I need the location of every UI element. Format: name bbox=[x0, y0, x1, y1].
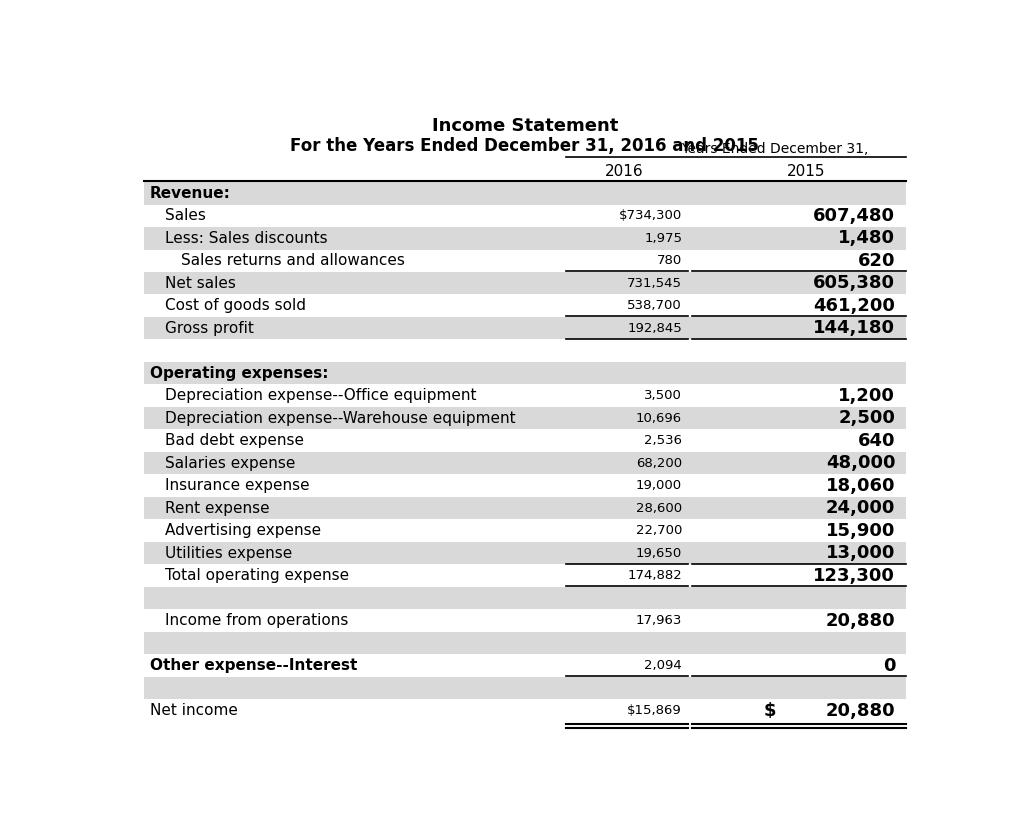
Text: Rent expense: Rent expense bbox=[165, 501, 270, 516]
Text: 174,882: 174,882 bbox=[628, 569, 682, 582]
Text: $15,869: $15,869 bbox=[628, 704, 682, 717]
Bar bbox=[143, 407, 906, 429]
Text: 13,000: 13,000 bbox=[826, 544, 895, 562]
Text: 607,480: 607,480 bbox=[813, 207, 895, 225]
Text: Income Statement: Income Statement bbox=[431, 117, 618, 135]
Text: 3,500: 3,500 bbox=[644, 389, 682, 402]
Text: 2,500: 2,500 bbox=[839, 410, 895, 427]
Bar bbox=[143, 677, 906, 700]
Text: Sales returns and allowances: Sales returns and allowances bbox=[180, 253, 404, 269]
Text: Bad debt expense: Bad debt expense bbox=[165, 433, 304, 448]
Text: 0: 0 bbox=[883, 657, 895, 675]
Bar bbox=[143, 497, 906, 519]
Text: 731,545: 731,545 bbox=[627, 277, 682, 290]
Text: Net sales: Net sales bbox=[165, 276, 237, 291]
Text: 1,200: 1,200 bbox=[839, 386, 895, 405]
Text: 19,650: 19,650 bbox=[636, 546, 682, 559]
Text: 15,900: 15,900 bbox=[826, 522, 895, 540]
Text: 461,200: 461,200 bbox=[813, 297, 895, 315]
Text: 605,380: 605,380 bbox=[813, 274, 895, 293]
Text: Years Ended December 31,: Years Ended December 31, bbox=[681, 142, 868, 156]
Text: Depreciation expense--Warehouse equipment: Depreciation expense--Warehouse equipmen… bbox=[165, 410, 516, 426]
Text: Insurance expense: Insurance expense bbox=[165, 478, 310, 493]
Text: 22,700: 22,700 bbox=[636, 524, 682, 537]
Text: Salaries expense: Salaries expense bbox=[165, 456, 296, 471]
Text: 123,300: 123,300 bbox=[813, 567, 895, 584]
Text: 24,000: 24,000 bbox=[826, 499, 895, 517]
Text: For the Years Ended December 31, 2016 and 2015: For the Years Ended December 31, 2016 an… bbox=[291, 137, 759, 155]
Text: 2015: 2015 bbox=[786, 163, 825, 179]
Text: Gross profit: Gross profit bbox=[165, 321, 254, 335]
Text: Depreciation expense--Office equipment: Depreciation expense--Office equipment bbox=[165, 388, 477, 403]
Text: 28,600: 28,600 bbox=[636, 502, 682, 515]
Bar bbox=[143, 272, 906, 294]
Text: 1,975: 1,975 bbox=[644, 232, 682, 245]
Text: 2016: 2016 bbox=[605, 163, 643, 179]
Text: 10,696: 10,696 bbox=[636, 412, 682, 424]
Text: 48,000: 48,000 bbox=[825, 454, 895, 472]
Text: 1,480: 1,480 bbox=[839, 229, 895, 247]
Bar bbox=[143, 587, 906, 610]
Bar bbox=[143, 542, 906, 564]
Bar bbox=[143, 317, 906, 339]
Text: Cost of goods sold: Cost of goods sold bbox=[165, 298, 306, 313]
Text: Total operating expense: Total operating expense bbox=[165, 568, 349, 583]
Text: Less: Sales discounts: Less: Sales discounts bbox=[165, 231, 328, 246]
Text: 20,880: 20,880 bbox=[825, 611, 895, 630]
Text: 640: 640 bbox=[858, 432, 895, 450]
Text: 17,963: 17,963 bbox=[636, 614, 682, 627]
Bar bbox=[143, 362, 906, 385]
Text: $734,300: $734,300 bbox=[618, 209, 682, 222]
Bar bbox=[143, 182, 906, 204]
Bar bbox=[143, 632, 906, 654]
Text: $: $ bbox=[764, 701, 776, 719]
Text: 2,536: 2,536 bbox=[644, 434, 682, 447]
Text: 192,845: 192,845 bbox=[628, 321, 682, 335]
Text: 538,700: 538,700 bbox=[628, 299, 682, 312]
Text: Revenue:: Revenue: bbox=[150, 185, 230, 201]
Text: Advertising expense: Advertising expense bbox=[165, 523, 322, 538]
Text: Sales: Sales bbox=[165, 208, 206, 223]
Bar bbox=[143, 452, 906, 475]
Text: Income from operations: Income from operations bbox=[165, 613, 348, 628]
Text: 18,060: 18,060 bbox=[825, 476, 895, 494]
Text: Operating expenses:: Operating expenses: bbox=[150, 366, 329, 381]
Bar bbox=[143, 227, 906, 250]
Text: Other expense--Interest: Other expense--Interest bbox=[150, 658, 357, 673]
Text: 19,000: 19,000 bbox=[636, 480, 682, 492]
Text: 144,180: 144,180 bbox=[813, 319, 895, 337]
Text: 2,094: 2,094 bbox=[644, 659, 682, 672]
Text: 68,200: 68,200 bbox=[636, 456, 682, 470]
Text: Utilities expense: Utilities expense bbox=[165, 545, 293, 560]
Text: 620: 620 bbox=[858, 252, 895, 269]
Text: Net income: Net income bbox=[150, 703, 238, 718]
Text: 20,880: 20,880 bbox=[825, 701, 895, 719]
Text: 780: 780 bbox=[656, 255, 682, 267]
